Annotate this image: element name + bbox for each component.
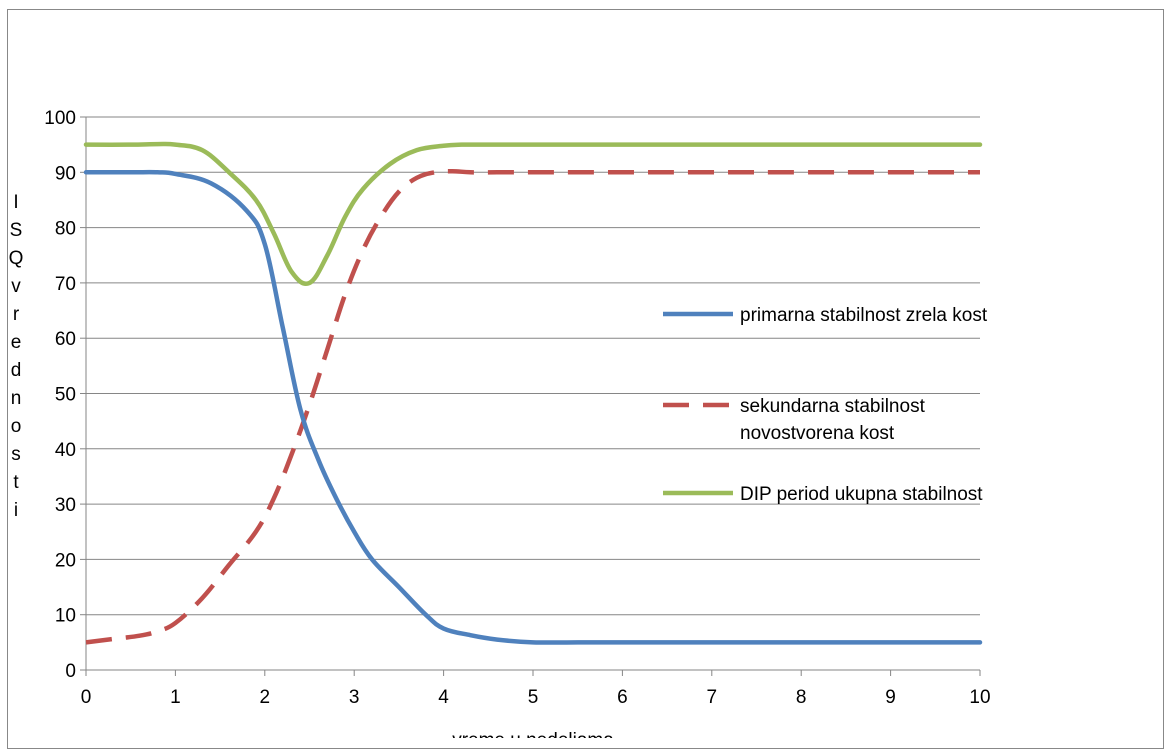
axis-labels: 0 10 20 30 40 50 60 70 80 90 100 0 1 2 3 4 5 6 7 8 9 10 vreme … [9,108,991,738]
x-tick-label: 4 [438,687,449,708]
x-tick-label: 6 [617,687,628,708]
x-axis-title: vreme u nedeljama [452,730,614,738]
y-tick-label: 80 [55,219,76,240]
x-tick-label: 5 [528,687,539,708]
legend: primarna stabilnost zrela kost sekundarna… [663,305,988,505]
series-line-3 [83,141,983,286]
legend-label-1: primarna stabilnost zrela kost [740,305,988,326]
series-line-2 [85,168,980,645]
y-tick-label: 20 [55,550,76,571]
y-tick-label: 50 [55,385,76,406]
y-tick-label: 90 [55,163,76,184]
axes [80,116,981,676]
y-tick-label: 30 [55,495,76,516]
y-tick-label: 100 [44,108,76,129]
y-tick-label: 60 [55,329,76,350]
y-tick-label: 40 [55,440,76,461]
x-tick-label: 8 [796,687,807,708]
y-tick-label: 0 [65,661,76,682]
chart-frame [7,9,1164,749]
x-tick-label: 9 [885,687,896,708]
y-tick-label: 70 [55,274,76,295]
x-tick-label: 10 [969,687,990,708]
legend-label-3: DIP period ukupna stabilnost [740,484,983,505]
x-tick-label: 0 [81,687,92,708]
x-tick-label: 7 [707,687,718,708]
gridlines [86,116,980,616]
x-tick-label: 2 [260,687,271,708]
y-tick-label: 10 [55,606,76,627]
x-tick-label: 3 [349,687,360,708]
x-tick-label: 1 [170,687,181,708]
series-lines [83,141,983,645]
series-line-1 [83,169,983,645]
legend-label-2: sekundarna stabilnost novostvorena kost [740,396,926,444]
